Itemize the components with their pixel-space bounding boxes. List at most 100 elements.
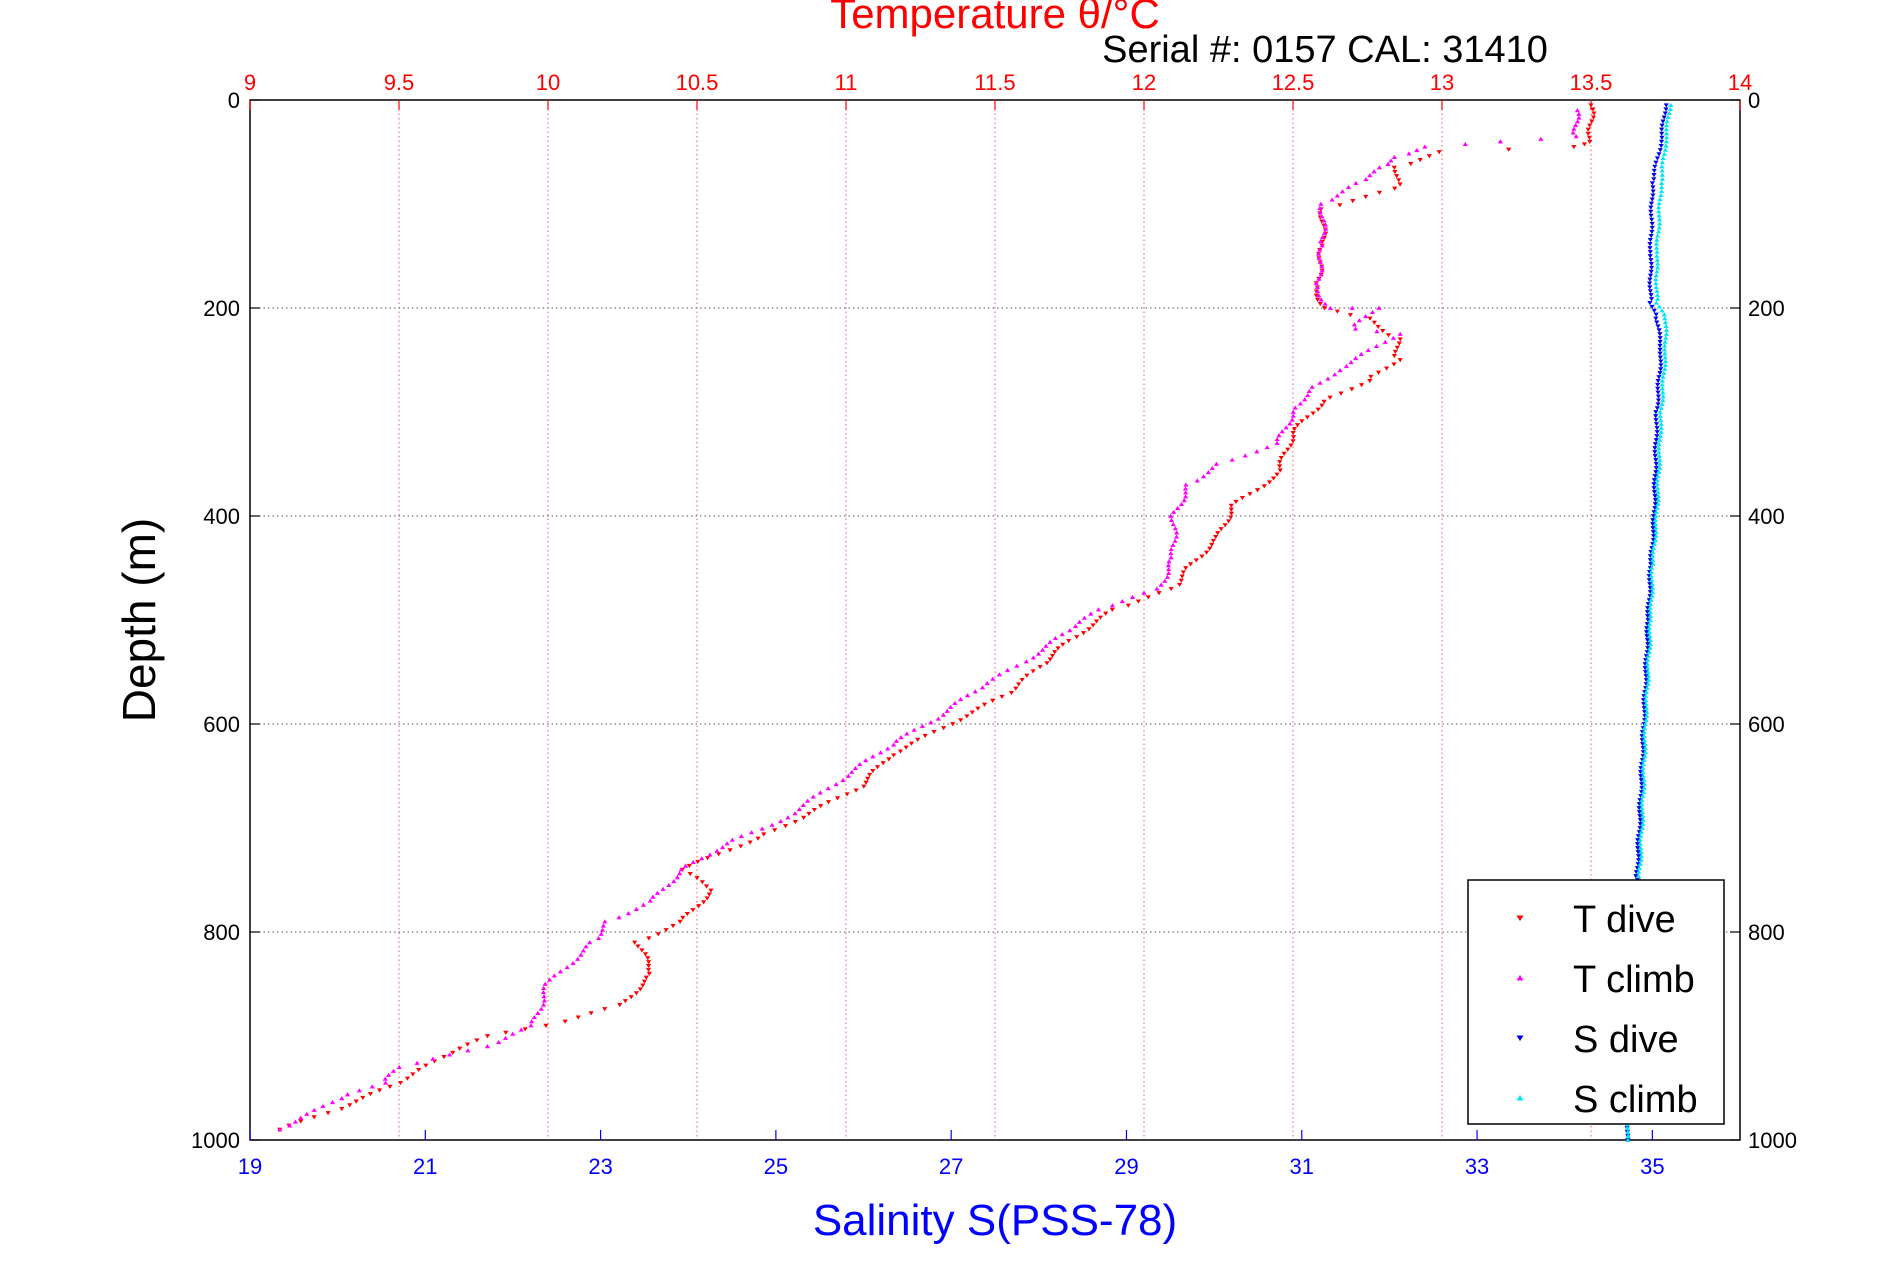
data-point xyxy=(1313,280,1319,285)
data-point xyxy=(1644,638,1651,643)
data-point xyxy=(1636,810,1642,815)
salinity-tick-label: 27 xyxy=(939,1154,963,1179)
data-point xyxy=(1215,531,1221,536)
data-point xyxy=(1352,326,1359,331)
data-point xyxy=(845,773,852,778)
data-point xyxy=(674,875,680,880)
data-point xyxy=(1199,554,1205,559)
data-point xyxy=(1653,470,1659,475)
data-point xyxy=(1396,178,1402,183)
data-point xyxy=(1317,209,1323,215)
data-point xyxy=(1650,526,1656,531)
data-point xyxy=(622,999,628,1004)
data-point xyxy=(1654,257,1661,262)
data-point xyxy=(1392,186,1398,191)
data-point xyxy=(1097,615,1104,620)
data-point xyxy=(729,837,735,842)
data-point xyxy=(1658,139,1665,144)
data-point xyxy=(1304,415,1310,420)
data-point xyxy=(1316,255,1322,260)
data-point xyxy=(1655,229,1662,234)
data-point xyxy=(1652,506,1658,511)
data-point xyxy=(1660,155,1666,161)
data-point xyxy=(1030,655,1036,660)
data-point xyxy=(1030,669,1036,674)
data-point xyxy=(1363,176,1369,182)
data-point xyxy=(1210,538,1216,544)
data-point xyxy=(1640,761,1646,766)
data-point xyxy=(564,965,570,970)
data-point xyxy=(1591,111,1597,116)
data-point xyxy=(1654,434,1660,439)
data-point xyxy=(1625,1129,1631,1134)
data-point xyxy=(1647,273,1654,278)
data-point xyxy=(852,765,859,771)
data-point xyxy=(1643,705,1650,710)
data-point xyxy=(1228,507,1234,512)
data-point xyxy=(880,761,886,766)
data-point xyxy=(1651,534,1657,539)
data-point xyxy=(928,720,934,725)
salinity-tick-label: 25 xyxy=(764,1154,788,1179)
data-point xyxy=(1649,577,1655,582)
temperature-tick-label: 13 xyxy=(1430,70,1454,95)
legend-box xyxy=(1467,879,1725,1125)
data-point xyxy=(818,804,824,809)
data-point xyxy=(1371,320,1377,325)
data-point xyxy=(1376,165,1383,170)
data-point xyxy=(1640,773,1646,778)
data-point xyxy=(695,859,701,865)
depth-tick-label-left: 600 xyxy=(203,712,240,737)
data-point xyxy=(1663,107,1669,112)
data-point xyxy=(825,786,831,791)
data-point xyxy=(396,1064,402,1070)
data-point xyxy=(1279,429,1285,434)
data-point xyxy=(503,1030,509,1035)
data-point xyxy=(1166,570,1172,576)
data-point xyxy=(1388,158,1394,163)
data-point xyxy=(1207,546,1213,551)
data-point xyxy=(339,1096,345,1101)
data-point xyxy=(356,1088,362,1093)
data-point xyxy=(1654,406,1660,411)
legend-marker xyxy=(1516,1035,1524,1042)
data-point xyxy=(1337,368,1343,373)
data-point xyxy=(640,983,646,988)
data-point xyxy=(1213,534,1219,540)
data-point xyxy=(1649,585,1656,590)
data-point xyxy=(1656,209,1662,214)
data-point xyxy=(1654,249,1660,254)
data-point xyxy=(1647,637,1653,642)
data-point xyxy=(1654,245,1660,250)
data-point xyxy=(646,971,652,976)
data-point xyxy=(583,944,589,949)
data-point xyxy=(1647,281,1653,286)
data-point xyxy=(1179,574,1185,579)
data-point xyxy=(353,1099,359,1104)
data-point xyxy=(738,833,744,838)
legend-label: S dive xyxy=(1573,1019,1679,1061)
data-point xyxy=(1095,607,1102,612)
data-point xyxy=(1645,673,1652,678)
data-point xyxy=(1656,217,1663,222)
data-point xyxy=(617,1002,623,1008)
data-point xyxy=(1640,742,1646,747)
data-point xyxy=(1356,318,1362,323)
data-point xyxy=(1636,802,1642,807)
data-point xyxy=(404,1076,411,1081)
data-point xyxy=(849,769,855,774)
data-point xyxy=(1654,269,1660,274)
data-point xyxy=(1047,639,1053,644)
data-point xyxy=(1397,358,1403,363)
data-point xyxy=(1656,375,1662,380)
data-point xyxy=(1316,293,1322,298)
data-point xyxy=(806,811,812,817)
data-point xyxy=(1049,653,1056,658)
data-point xyxy=(1647,617,1653,622)
data-point xyxy=(957,696,964,702)
data-point xyxy=(1652,537,1659,542)
data-point xyxy=(1302,397,1308,402)
data-point xyxy=(484,1044,491,1049)
data-point xyxy=(915,737,921,742)
data-point xyxy=(1317,247,1323,252)
